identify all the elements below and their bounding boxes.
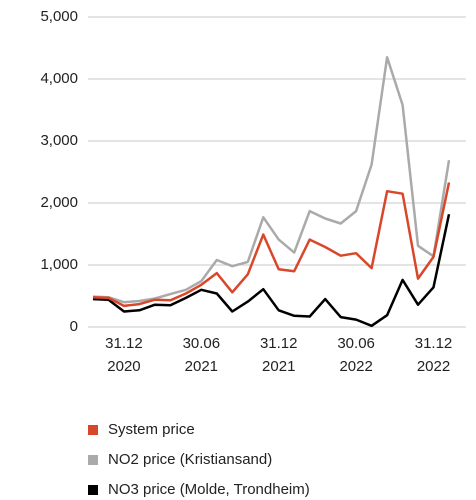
legend-swatch: [88, 454, 98, 465]
y-tick-label: 1,000: [40, 256, 78, 273]
legend-label: System price: [108, 421, 195, 438]
y-tick-label: 3,000: [40, 132, 78, 149]
x-tick-label: 31.12 2020: [105, 335, 143, 375]
y-tick-label: 4,000: [40, 70, 78, 87]
legend-label: NO2 price (Kristiansand): [108, 451, 273, 468]
x-tick-label: 30.06 2021: [182, 335, 221, 375]
legend-label: NO3 price (Molde, Trondheim): [108, 481, 310, 498]
x-tick-label: 30.06 2022: [337, 335, 375, 375]
legend-entry: NO2 price (Kristiansand): [88, 451, 272, 468]
y-tick-label: 0: [70, 318, 78, 335]
legend-entry: NO3 price (Molde, Trondheim): [88, 481, 310, 498]
y-tick-label: 2,000: [40, 194, 78, 211]
series-line: [92, 213, 451, 328]
series-line: [92, 182, 451, 308]
legend-swatch: [88, 484, 98, 495]
legend-entry: System price: [88, 421, 195, 438]
y-tick-label: 5,000: [40, 8, 78, 25]
series-line: [92, 56, 451, 304]
x-tick-label: 31.12 2021: [259, 335, 298, 375]
x-tick-label: 31.12 2022: [414, 335, 453, 375]
legend-swatch: [88, 424, 98, 435]
